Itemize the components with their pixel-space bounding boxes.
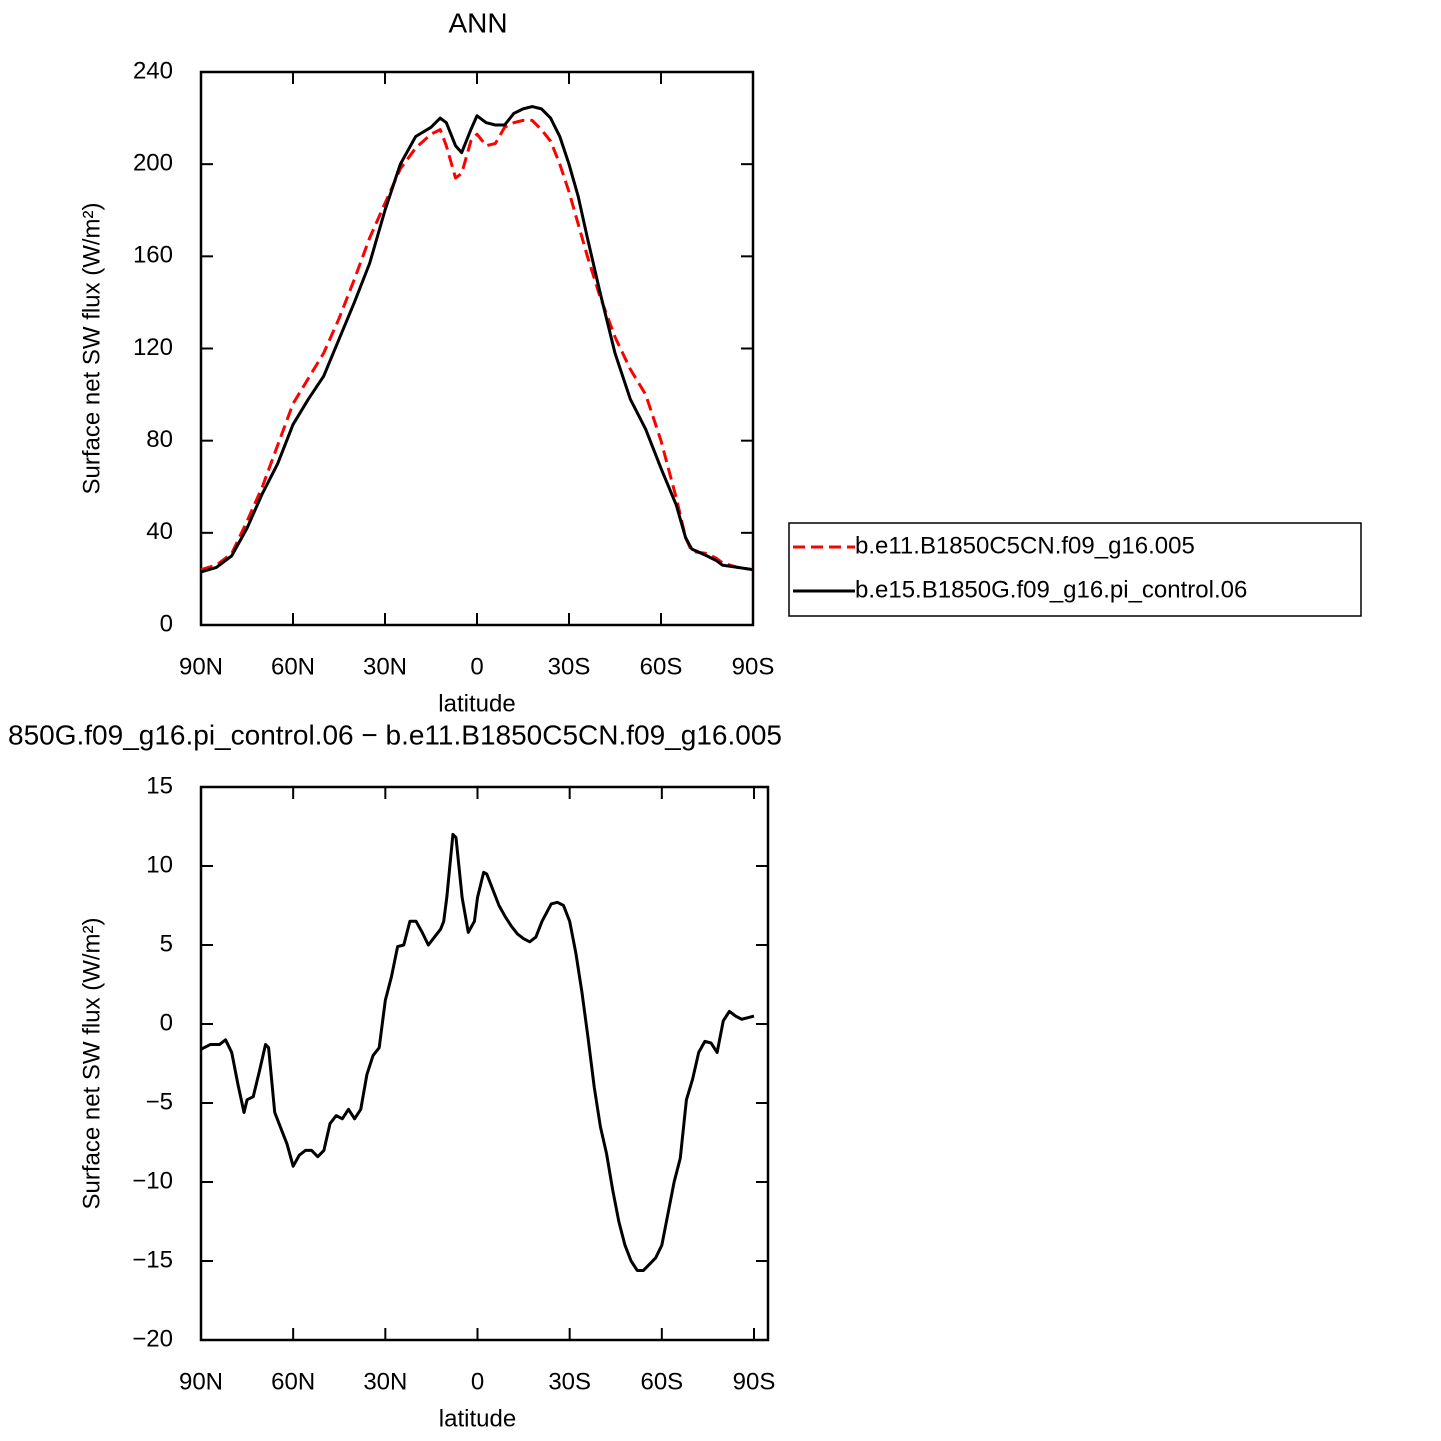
x-tick-label: 30N (363, 653, 407, 680)
y-tick-label: −15 (132, 1246, 173, 1273)
data-line (200, 118, 754, 572)
y-tick-label: 120 (133, 334, 173, 361)
y-tick-label: 15 (146, 772, 173, 799)
y-tick-label: 240 (133, 57, 173, 84)
y-tick-label: 0 (160, 610, 173, 637)
chart-title: ANN (448, 7, 507, 38)
x-tick-label: 60N (271, 1368, 315, 1395)
plot-frame (199, 785, 770, 1342)
y-tick-label: 10 (146, 851, 173, 878)
y-tick-label: 80 (146, 426, 173, 453)
y-axis-label: Surface net SW flux (W/m²) (78, 917, 105, 1209)
y-tick-label: −20 (132, 1325, 173, 1352)
x-tick-label: 0 (470, 653, 483, 680)
x-tick-label: 90N (179, 1368, 223, 1395)
x-tick-label: 60S (640, 653, 683, 680)
x-tick-label: 0 (471, 1368, 484, 1395)
x-axis-label: latitude (439, 1405, 516, 1432)
y-tick-label: 0 (160, 1009, 173, 1036)
data-line (200, 832, 755, 1272)
x-tick-label: 30N (363, 1368, 407, 1395)
y-tick-label: −10 (132, 1167, 173, 1194)
y-tick-label: 160 (133, 242, 173, 269)
legend-label: b.e11.B1850C5CN.f09_g16.005 (855, 532, 1195, 559)
chart-title: 850G.f09_g16.pi_control.06 − b.e11.B1850… (8, 719, 782, 750)
data-line (200, 105, 754, 574)
x-tick-label: 30S (548, 653, 591, 680)
legend-box (788, 522, 1362, 617)
legend-label: b.e15.B1850G.f09_g16.pi_control.06 (855, 576, 1247, 603)
x-axis-label: latitude (438, 690, 515, 717)
x-tick-label: 90S (733, 1368, 776, 1395)
y-tick-label: 5 (160, 930, 173, 957)
y-tick-label: −5 (146, 1088, 173, 1115)
y-axis-label: Surface net SW flux (W/m²) (78, 202, 105, 494)
x-tick-label: 60S (640, 1368, 683, 1395)
plot-frame (199, 70, 755, 627)
x-tick-label: 90N (179, 653, 223, 680)
y-tick-label: 200 (133, 150, 173, 177)
x-tick-label: 90S (732, 653, 775, 680)
x-tick-label: 60N (271, 653, 315, 680)
x-tick-label: 30S (548, 1368, 591, 1395)
y-tick-label: 40 (146, 518, 173, 545)
